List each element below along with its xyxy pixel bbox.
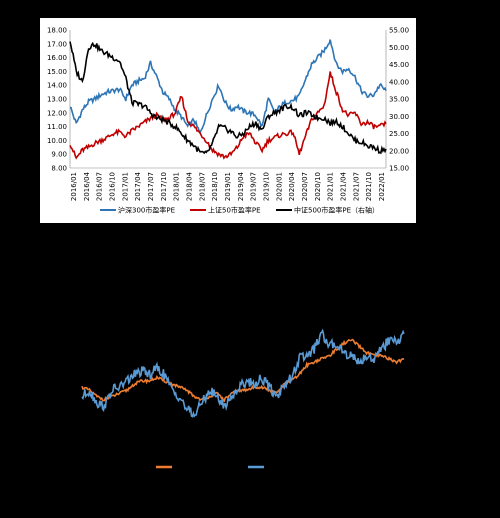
bottom-series-line-1	[81, 328, 405, 418]
x-tick-label: 2017/10	[160, 172, 168, 201]
bottom-series-line-0	[81, 338, 404, 403]
x-tick-label: 2019/10	[263, 172, 271, 201]
x-tick-label: 2019/01	[224, 172, 232, 201]
x-tick-label: 2018/07	[198, 172, 206, 201]
series-line-0	[69, 39, 387, 134]
left-y-tick-label: 9.00	[51, 151, 67, 159]
x-tick-label: 2021/01	[327, 172, 335, 201]
x-tick-label: 2016/07	[96, 172, 104, 201]
x-tick-label: 2017/01	[121, 172, 129, 201]
left-y-tick-label: 15.00	[47, 68, 67, 76]
right-y-tick-label: 35.00	[389, 96, 409, 104]
legend-label-2: 中证500市盈率PE（右轴）	[294, 206, 379, 215]
right-y-tick-label: 45.00	[389, 61, 409, 69]
right-y-tick-label: 40.00	[389, 78, 409, 86]
x-tick-label: 2017/04	[134, 171, 142, 201]
left-y-tick-label: 14.00	[47, 82, 67, 90]
x-tick-label: 2022/01	[378, 172, 386, 201]
x-tick-label: 2018/01	[173, 172, 181, 201]
legend-label-1: 上证50市盈率PE	[208, 206, 261, 215]
left-y-tick-label: 11.00	[47, 123, 67, 131]
x-tick-label: 2016/04	[83, 171, 91, 201]
left-y-tick-label: 12.00	[47, 109, 67, 117]
left-y-tick-label: 18.00	[47, 27, 67, 35]
right-y-tick-label: 15.00	[389, 165, 409, 173]
x-tick-label: 2016/01	[70, 172, 78, 201]
left-y-tick-label: 16.00	[47, 54, 67, 62]
right-y-tick-label: 50.00	[389, 44, 409, 52]
legend-label-0: 沪深300市盈率PE	[118, 206, 175, 215]
x-tick-label: 2016/10	[109, 172, 117, 201]
x-tick-label: 2020/01	[275, 172, 283, 201]
left-y-tick-label: 8.00	[51, 165, 67, 173]
x-tick-label: 2019/07	[250, 172, 258, 201]
left-y-tick-label: 13.00	[47, 96, 67, 104]
x-tick-label: 2021/04	[340, 171, 348, 201]
x-tick-label: 2020/04	[288, 171, 296, 201]
right-y-tick-label: 30.00	[389, 113, 409, 121]
x-tick-label: 2020/10	[314, 172, 322, 201]
series-line-2	[69, 41, 387, 155]
left-y-tick-label: 10.00	[47, 137, 67, 145]
right-y-tick-label: 55.00	[389, 27, 409, 35]
x-tick-label: 2018/04	[186, 171, 194, 201]
x-tick-label: 2017/07	[147, 172, 155, 201]
x-tick-label: 2020/07	[301, 172, 309, 201]
x-tick-label: 2021/07	[352, 172, 360, 201]
right-y-tick-label: 20.00	[389, 147, 409, 155]
x-tick-label: 2021/10	[365, 172, 373, 201]
valuation-line-chart: 8.00 9.00 10.00 11.00 12.00 13.00 14.00 15.00 16…	[47, 27, 409, 215]
right-y-tick-label: 25.00	[389, 130, 409, 138]
series-line-1	[69, 71, 387, 160]
valuation-chart-panel: 8.00 9.00 10.00 11.00 12.00 13.00 14.00 15.00 16…	[40, 18, 416, 223]
left-y-tick-label: 17.00	[47, 40, 67, 48]
x-tick-label: 2018/10	[211, 172, 219, 201]
x-tick-label: 2019/04	[237, 171, 245, 201]
